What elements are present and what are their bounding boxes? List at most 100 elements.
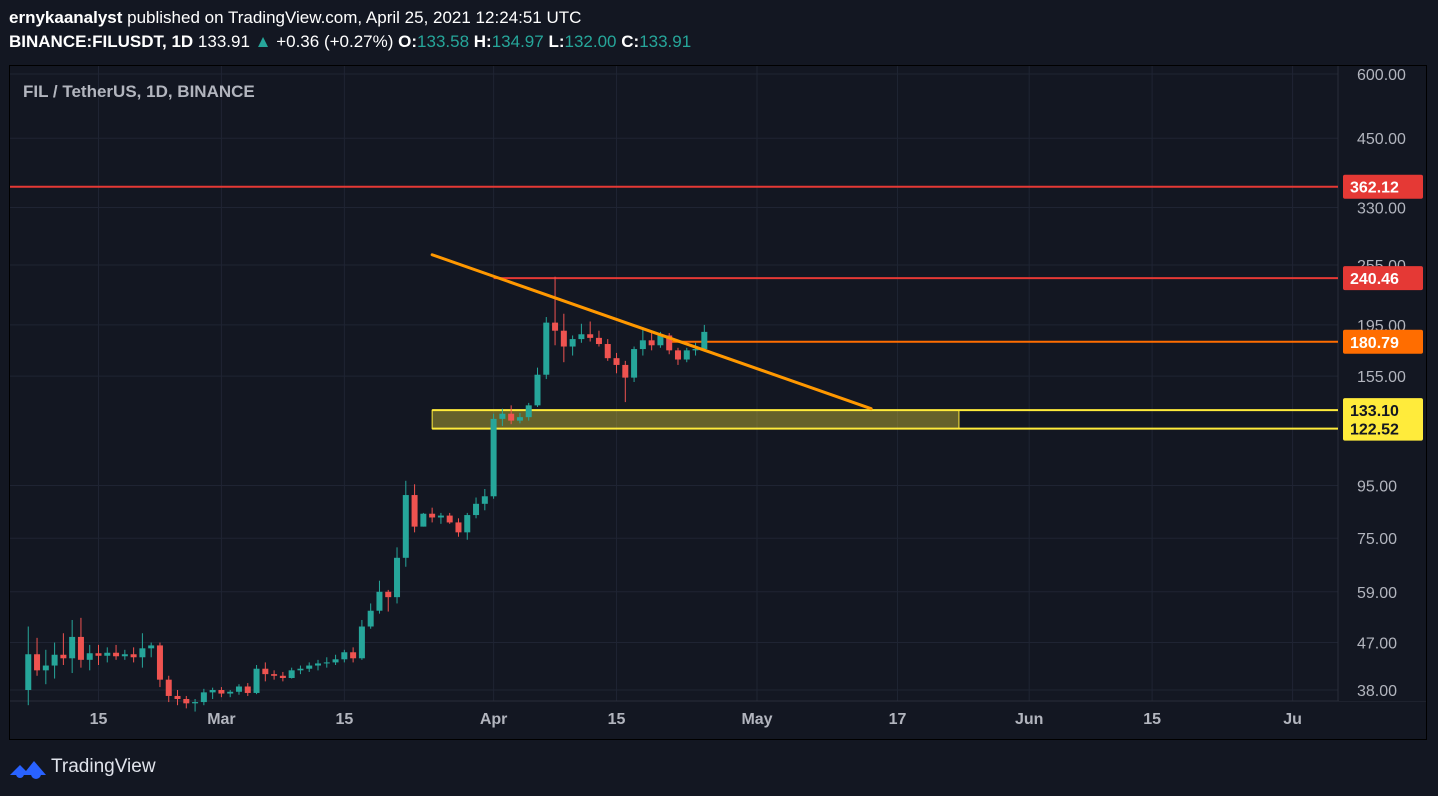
candle-body xyxy=(464,515,471,533)
candle-body xyxy=(315,663,321,666)
candle-body xyxy=(631,349,638,378)
candle-body xyxy=(69,636,76,659)
candle-body xyxy=(420,513,427,527)
candle-body xyxy=(86,653,93,660)
candle-body xyxy=(560,330,567,347)
candle-body xyxy=(578,334,585,340)
price-tag-level-0: 362.12 xyxy=(1350,180,1399,197)
candle-body xyxy=(367,610,374,627)
candle-body xyxy=(587,334,594,338)
price-chart[interactable]: 600.00450.00330.00255.00195.00155.0095.0… xyxy=(10,66,1427,740)
candle-body xyxy=(490,418,497,497)
candle-body xyxy=(253,668,260,693)
price-tick-label: 59.00 xyxy=(1357,585,1397,602)
candle-body xyxy=(385,591,392,598)
price-tick-label: 330.00 xyxy=(1357,200,1406,217)
close-value: 133.91 xyxy=(639,32,692,51)
time-tick-label: 17 xyxy=(889,711,907,728)
candle-body xyxy=(130,654,137,658)
candle-body xyxy=(51,654,58,666)
candle-body xyxy=(341,652,348,660)
descending-trendline[interactable] xyxy=(430,253,873,411)
low-label: L: xyxy=(548,32,565,51)
candle-body xyxy=(95,653,102,656)
candle-body xyxy=(674,350,681,360)
candle-body xyxy=(218,690,225,694)
symbol-name: BINANCE:FILUSDT, 1D xyxy=(9,32,194,51)
candle-body xyxy=(165,679,172,696)
price-tick-label: 95.00 xyxy=(1357,478,1397,495)
candle-body xyxy=(657,335,664,346)
candle-body xyxy=(394,557,401,598)
candle-body xyxy=(525,405,532,418)
candle-body xyxy=(279,675,286,678)
candle-body xyxy=(446,515,453,523)
open-value: 133.58 xyxy=(417,32,470,51)
candle-body xyxy=(604,344,611,359)
candle-body xyxy=(262,668,269,675)
candle-body xyxy=(666,335,673,351)
high-value: 134.97 xyxy=(491,32,544,51)
symbol-ohlc-line: BINANCE:FILUSDT, 1D 133.91 ▲ +0.36 (+0.2… xyxy=(9,30,1429,54)
chart-symbol-label: FIL / TetherUS, 1D, BINANCE xyxy=(23,82,255,101)
price-tick-label: 155.00 xyxy=(1357,369,1406,386)
candle-body xyxy=(613,358,620,365)
candle-body xyxy=(358,626,365,659)
high-label: H: xyxy=(473,32,492,51)
candle-body xyxy=(473,503,480,516)
candle-body xyxy=(402,495,409,558)
chart-frame[interactable]: 600.00450.00330.00255.00195.00155.0095.0… xyxy=(9,65,1427,740)
publish-header: ernykaanalyst published on TradingView.c… xyxy=(9,6,1429,60)
candle-body xyxy=(508,413,515,421)
candle-body xyxy=(156,645,163,680)
candle-body xyxy=(306,665,313,669)
candle-body xyxy=(639,340,646,350)
chart-background xyxy=(10,66,1426,739)
tradingview-brand[interactable]: TradingView xyxy=(51,756,156,777)
price-tag-support-top-bg xyxy=(1343,398,1423,423)
candle-body xyxy=(376,591,383,611)
candle-body xyxy=(323,662,330,664)
time-tick-label: 15 xyxy=(608,711,626,728)
candle-body xyxy=(227,691,234,694)
low-value: 132.00 xyxy=(564,32,617,51)
last-price: 133.91 xyxy=(197,32,250,51)
price-change: +0.36 (+0.27%) xyxy=(276,32,394,51)
candle-body xyxy=(148,645,155,649)
candle-body xyxy=(552,322,559,331)
candle-body xyxy=(701,331,708,350)
candle-body xyxy=(595,337,602,345)
candle-body xyxy=(42,665,49,671)
candle-body xyxy=(648,340,655,346)
close-label: C: xyxy=(621,32,640,51)
candle-body xyxy=(60,654,67,659)
candle-body xyxy=(481,496,488,504)
price-tag-level-1: 240.46 xyxy=(1350,271,1399,288)
candle-body xyxy=(455,522,462,533)
candle-body xyxy=(683,350,690,360)
publish-info: published on TradingView.com, April 25, … xyxy=(127,8,582,27)
time-tick-label: Ju xyxy=(1283,711,1302,728)
candle-body xyxy=(113,652,120,657)
candle-body xyxy=(209,690,216,693)
price-tag-support-top: 133.10 xyxy=(1350,403,1399,420)
candle-body xyxy=(692,349,699,351)
price-tag-support-bottom-bg xyxy=(1343,416,1423,441)
candle-body xyxy=(183,698,190,704)
time-tick-label: May xyxy=(741,711,772,728)
candle-body xyxy=(139,648,146,658)
time-tick-label: Jun xyxy=(1015,711,1043,728)
candle-body xyxy=(332,659,339,663)
time-tick-label: 15 xyxy=(1143,711,1161,728)
candle-body xyxy=(350,652,357,659)
candle-body xyxy=(411,495,418,527)
candle-body xyxy=(192,702,199,704)
price-tag-level-0-bg xyxy=(1343,174,1423,199)
price-tag-level-1-bg xyxy=(1343,266,1423,291)
candle-body xyxy=(244,686,251,693)
candle-body xyxy=(499,413,506,419)
author-name[interactable]: ernykaanalyst xyxy=(9,8,123,27)
time-tick-label: 15 xyxy=(90,711,108,728)
tradingview-logo-icon[interactable] xyxy=(9,756,47,780)
time-tick-label: Apr xyxy=(480,711,508,728)
